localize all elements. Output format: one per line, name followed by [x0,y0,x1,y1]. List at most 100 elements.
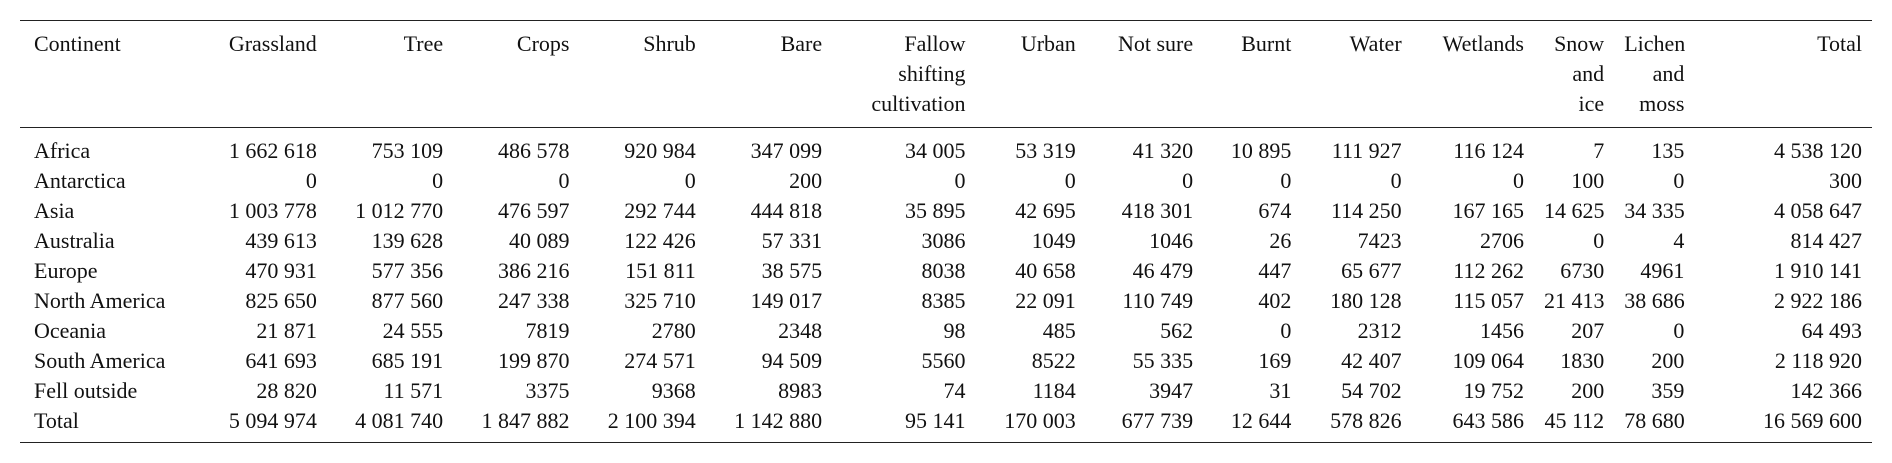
table-cell: 34 335 [1624,198,1685,223]
table-cell: 65 677 [1341,258,1402,283]
table-cell: 300 [1829,168,1862,193]
table-container: Continent Grassland Tree Crops Shrub Bar… [20,20,1872,443]
table-cell: 577 356 [371,258,444,283]
header-wetlands: Wetlands [1442,31,1524,56]
table-cell: 2706 [1479,228,1524,253]
land-cover-table: Continent Grassland Tree Crops Shrub Bar… [20,20,1872,443]
header-burnt: Burnt [1241,31,1292,56]
table-cell: 110 749 [1122,288,1194,313]
table-row: South America 641 693 685 191 199 870 274 57… [20,346,1872,376]
table-cell: 4 538 120 [1774,138,1862,163]
header-not-sure: Not sure [1117,31,1194,56]
table-cell: 0 [1673,318,1685,343]
table-cell: 40 089 [508,228,570,253]
table-cell: 55 335 [1132,348,1194,373]
table-cell: 28 820 [256,378,317,403]
table-cell: 200 [1571,378,1605,403]
table-cell: 8522 [1031,348,1076,373]
table-cell: 247 338 [497,288,570,313]
row-label: Africa [34,138,91,163]
table-cell: 1 662 618 [228,138,317,163]
table-cell: 8385 [921,288,966,313]
table-cell: 418 301 [1121,198,1194,223]
table-row: Total 5 094 974 4 081 740 1 847 882 2 100 39… [20,406,1872,443]
table-cell: 115 057 [1453,288,1524,313]
header-lichen-moss: Lichen and moss [1624,31,1686,116]
table-cell: 1046 [1149,228,1194,253]
header-continent: Continent [34,31,121,56]
header-crops: Crops [516,31,570,56]
table-cell: 7 [1593,138,1605,163]
table-cell: 207 [1571,318,1605,343]
row-label: South America [34,348,166,373]
table-cell: 21 413 [1543,288,1605,313]
table-cell: 46 479 [1132,258,1194,283]
table-cell: 2 922 186 [1774,288,1862,313]
header-water: Water [1349,31,1402,56]
table-cell: 170 003 [1004,408,1076,433]
table-row: Fell outside 28 820 11 571 3375 9368 8983 74 11… [20,376,1872,406]
table-cell: 41 320 [1132,138,1194,163]
table-cell: 1 003 778 [228,198,317,223]
row-label: Europe [34,258,98,283]
table-cell: 2780 [651,318,696,343]
table-cell: 199 870 [497,348,570,373]
table-cell: 685 191 [371,348,444,373]
row-label: Australia [34,228,115,253]
table-cell: 641 693 [245,348,317,373]
table-cell: 0 [432,168,444,193]
table-cell: 4 058 647 [1774,198,1862,223]
table-cell: 151 811 [625,258,696,283]
table-cell: 116 124 [1453,138,1524,163]
table-cell: 3947 [1149,378,1194,403]
table-cell: 5560 [921,348,966,373]
table-cell: 0 [1390,168,1402,193]
header-urban: Urban [1020,31,1076,56]
header-grassland: Grassland [228,31,317,56]
table-cell: 470 931 [245,258,317,283]
table-row: Australia 439 613 139 628 40 089 122 426 57 3… [20,226,1872,256]
table-cell: 149 017 [750,288,823,313]
table-cell: 38 686 [1624,288,1685,313]
table-cell: 2348 [778,318,823,343]
table-cell: 3375 [525,378,570,403]
header-bare: Bare [780,31,823,56]
table-cell: 200 [789,168,823,193]
table-cell: 22 091 [1015,288,1076,313]
table-cell: 1 910 141 [1774,258,1862,283]
table-cell: 292 744 [624,198,696,223]
table-cell: 9368 [651,378,696,403]
table-cell: 4 [1673,228,1685,253]
table-cell: 0 [684,168,696,193]
table-cell: 26 [1269,228,1292,253]
table-body: Africa 1 662 618 753 109 486 578 920 984 347 … [20,128,1872,443]
table-cell: 325 710 [624,288,696,313]
table-cell: 112 262 [1453,258,1524,283]
table-cell: 0 [1280,318,1292,343]
table-cell: 19 752 [1463,378,1524,403]
table-cell: 74 [943,378,966,403]
table-cell: 169 [1258,348,1292,373]
table-cell: 0 [1673,168,1685,193]
table-cell: 2 100 394 [607,408,696,433]
table-cell: 0 [1064,168,1076,193]
table-cell: 42 695 [1015,198,1076,223]
table-cell: 114 250 [1330,198,1402,223]
table-cell: 4 081 740 [355,408,444,433]
table-cell: 135 [1651,138,1685,163]
table-row: Antarctica 0 0 0 0 200 0 0 0 0 0 0 100 0 300 [20,166,1872,196]
row-label: Asia [34,198,75,223]
table-cell: 45 112 [1544,408,1605,433]
table-cell: 38 575 [761,258,823,283]
table-cell: 814 427 [1790,228,1863,253]
table-cell: 439 613 [245,228,317,253]
table-cell: 21 871 [256,318,317,343]
table-cell: 347 099 [750,138,823,163]
table-cell: 1456 [1479,318,1524,343]
table-cell: 12 644 [1230,408,1292,433]
table-cell: 24 555 [382,318,444,343]
table-cell: 562 [1160,318,1194,343]
table-cell: 100 [1571,168,1605,193]
table-cell: 0 [954,168,966,193]
table-cell: 10 895 [1230,138,1292,163]
